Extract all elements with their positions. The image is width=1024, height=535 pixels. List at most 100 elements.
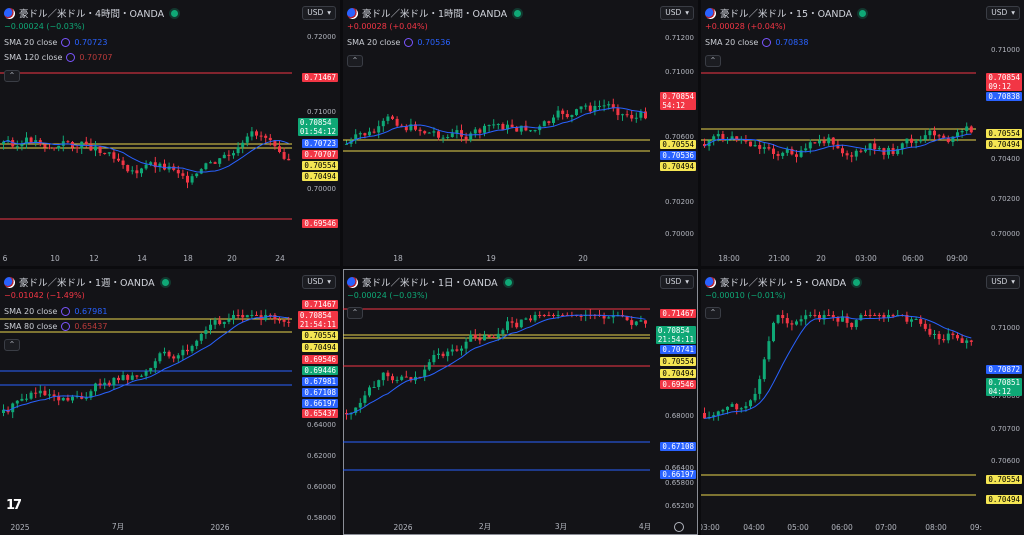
price-plot[interactable]	[0, 0, 340, 266]
currency-selector[interactable]: USD ▾	[660, 275, 694, 289]
candle-body	[730, 404, 734, 407]
candle-body	[506, 321, 509, 331]
price-axis-label: 0.62000	[307, 452, 336, 460]
tradingview-logo-icon[interactable]: 17	[6, 498, 22, 513]
candle-body	[487, 335, 491, 337]
candle-body	[910, 138, 913, 143]
indicator-legend-row[interactable]: SMA 20 close 0.70536	[347, 38, 450, 47]
candle-body	[716, 411, 720, 416]
candle-body	[831, 137, 835, 145]
price-tag: 0.70494	[660, 369, 696, 378]
candle-body	[602, 105, 606, 107]
candle-body	[735, 404, 739, 410]
indicator-settings-icon[interactable]	[762, 38, 772, 47]
indicator-settings-icon[interactable]	[61, 307, 71, 316]
price-tag: 0.70554	[302, 161, 338, 170]
candle-body	[772, 322, 775, 342]
candle-body	[140, 168, 143, 174]
chart-panel-5[interactable]: 豪ドル／米ドル・1日・OANDA −0.00024 (−0.03%) ⌃ USD ▾ 0.…	[343, 269, 698, 535]
indicator-legend-row[interactable]: SMA 120 close 0.70707	[4, 53, 113, 62]
candle-body	[758, 144, 762, 149]
candle-body	[358, 133, 362, 135]
price-tag: 0.67108	[302, 388, 338, 397]
candle-body	[868, 315, 872, 316]
price-plot[interactable]	[701, 0, 1024, 266]
symbol-header[interactable]: 豪ドル／米ドル・15・OANDA	[705, 6, 867, 20]
currency-selector[interactable]: USD ▾	[660, 6, 694, 20]
candle-body	[204, 163, 208, 170]
chart-panel-3[interactable]: 豪ドル／米ドル・15・OANDA +0.00028 (+0.04%) SMA 20 …	[701, 0, 1024, 266]
candle-body	[61, 397, 65, 401]
symbol-header[interactable]: 豪ドル／米ドル・1週・OANDA	[4, 275, 169, 289]
candle-body	[25, 398, 28, 400]
chart-panel-2[interactable]: 豪ドル／米ドル・1時間・OANDA +0.00028 (+0.04%) SMA 20…	[343, 0, 698, 266]
symbol-header[interactable]: 豪ドル／米ドル・1時間・OANDA	[347, 6, 522, 20]
candle-body	[473, 129, 477, 134]
candle-body	[232, 153, 235, 156]
symbol-header[interactable]: 豪ドル／米ドル・1日・OANDA	[347, 275, 512, 289]
time-axis-label: 7月	[111, 522, 125, 531]
candle-body	[703, 413, 706, 419]
candle-body	[391, 376, 394, 381]
candle-body	[639, 111, 643, 118]
candle-body	[813, 315, 817, 316]
currency-label: USD	[991, 277, 1008, 286]
indicator-settings-icon[interactable]	[61, 38, 71, 47]
time-axis-label: 24	[275, 254, 285, 263]
symbol-title: 豪ドル／米ドル・1週・OANDA	[19, 278, 155, 289]
candle-body	[140, 375, 143, 377]
candle-body	[854, 320, 858, 328]
price-plot[interactable]	[701, 269, 1024, 535]
symbol-header[interactable]: 豪ドル／米ドル・4時間・OANDA	[4, 6, 179, 20]
chart-panel-1[interactable]: 豪ドル／米ドル・4時間・OANDA −0.00024 (−0.03%) SMA 20…	[0, 0, 340, 266]
candle-body	[602, 315, 606, 319]
candle-body	[762, 359, 766, 380]
candle-body	[186, 349, 189, 352]
candle-body	[75, 147, 79, 149]
candle-body	[753, 144, 757, 147]
candle-body	[529, 318, 532, 321]
indicator-legend-row[interactable]: SMA 20 close 0.67981	[4, 307, 107, 316]
currency-selector[interactable]: USD ▾	[986, 275, 1020, 289]
candle-body	[836, 144, 840, 149]
chart-panel-6[interactable]: 豪ドル／米ドル・5・OANDA −0.00010 (−0.01%) ⌃ USD ▾ 0.7…	[701, 269, 1024, 535]
collapse-legend-button[interactable]: ⌃	[4, 339, 20, 351]
collapse-legend-button[interactable]: ⌃	[705, 55, 721, 67]
indicator-legend-row[interactable]: SMA 20 close 0.70838	[705, 38, 808, 47]
collapse-legend-button[interactable]: ⌃	[347, 55, 363, 67]
candle-body	[345, 413, 348, 415]
candle-body	[799, 319, 803, 322]
currency-selector[interactable]: USD ▾	[302, 275, 336, 289]
currency-selector[interactable]: USD ▾	[986, 6, 1020, 20]
candle-body	[259, 135, 263, 137]
candle-body	[529, 130, 532, 132]
candle-body	[20, 144, 24, 147]
price-axis-label: 0.71000	[307, 108, 336, 116]
candle-body	[386, 372, 390, 377]
chart-panel-4[interactable]: 豪ドル／米ドル・1週・OANDA −0.01042 (−1.49%) SMA 20 …	[0, 269, 340, 535]
candle-body	[409, 377, 413, 381]
symbol-header[interactable]: 豪ドル／米ドル・5・OANDA	[705, 275, 861, 289]
gear-icon[interactable]	[674, 522, 684, 532]
candle-body	[245, 136, 249, 143]
indicator-settings-icon[interactable]	[404, 38, 414, 47]
price-axis-label: 0.70700	[991, 425, 1020, 433]
indicator-legend-row[interactable]: SMA 20 close 0.70723	[4, 38, 107, 47]
collapse-legend-button[interactable]: ⌃	[705, 307, 721, 319]
price-plot[interactable]	[343, 0, 698, 266]
indicator-settings-icon[interactable]	[66, 53, 76, 62]
candle-body	[831, 315, 835, 318]
candle-body	[222, 321, 226, 324]
indicator-legend-row[interactable]: SMA 80 close 0.65437	[4, 322, 107, 331]
price-plot[interactable]	[0, 269, 340, 535]
collapse-legend-button[interactable]: ⌃	[347, 307, 363, 319]
collapse-legend-button[interactable]: ⌃	[4, 70, 20, 82]
currency-selector[interactable]: USD ▾	[302, 6, 336, 20]
candle-body	[2, 141, 5, 144]
candle-body	[250, 131, 254, 137]
candle-body	[501, 123, 505, 130]
candle-body	[965, 340, 969, 343]
candle-body	[80, 396, 84, 399]
indicator-settings-icon[interactable]	[61, 322, 71, 331]
price-plot[interactable]	[343, 269, 698, 535]
